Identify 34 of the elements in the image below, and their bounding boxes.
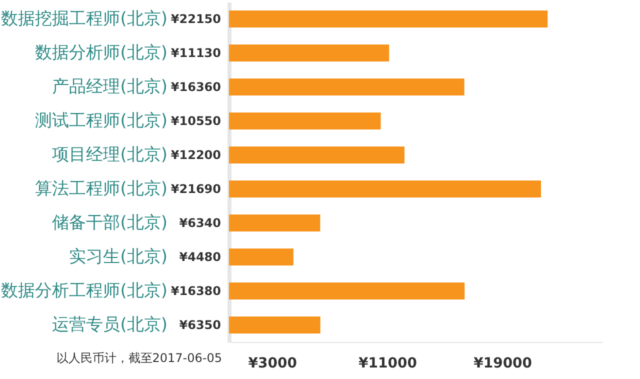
y-tick-label: 数据挖掘工程师(北京) — [1, 9, 168, 29]
data-label: ¥6350 — [179, 318, 221, 332]
data-label: ¥22150 — [170, 12, 221, 26]
bar — [229, 180, 541, 198]
data-label: ¥16360 — [170, 80, 221, 94]
data-label: ¥6340 — [179, 216, 221, 230]
y-tick-label: 运营专员(北京) — [52, 315, 168, 335]
y-tick-label: 数据分析工程师(北京) — [1, 281, 168, 301]
x-tick-label: ¥19000 — [474, 356, 532, 372]
text: 以人民币计，截至2017-06-05 — [55, 350, 222, 367]
y-tick-label: 产品经理(北京) — [52, 77, 168, 97]
data-label: ¥11130 — [170, 46, 221, 60]
bar — [229, 146, 404, 164]
bar — [229, 248, 294, 266]
y-tick-label: 数据分析师(北京) — [35, 43, 168, 63]
bar — [229, 78, 464, 96]
y-tick-label: 算法工程师(北京) — [35, 179, 168, 199]
data-label: ¥16380 — [170, 284, 221, 298]
data-label: ¥10550 — [170, 114, 221, 128]
y-tick-label: 实习生(北京) — [69, 247, 168, 267]
bar — [229, 10, 548, 28]
bar — [229, 214, 320, 232]
x-tick-label: ¥3000 — [248, 356, 298, 372]
y-tick-label: 测试工程师(北京) — [35, 111, 168, 131]
bar — [229, 112, 381, 130]
data-label: ¥4480 — [179, 250, 221, 264]
bar — [229, 282, 465, 300]
y-tick-label: 储备干部(北京) — [52, 213, 168, 233]
data-label: ¥12200 — [170, 148, 221, 162]
bar — [229, 44, 390, 62]
data-label: ¥21690 — [170, 182, 221, 196]
x-tick-label: ¥11000 — [358, 356, 418, 372]
y-tick-label: 项目经理(北京) — [52, 145, 168, 165]
bar — [229, 316, 320, 334]
